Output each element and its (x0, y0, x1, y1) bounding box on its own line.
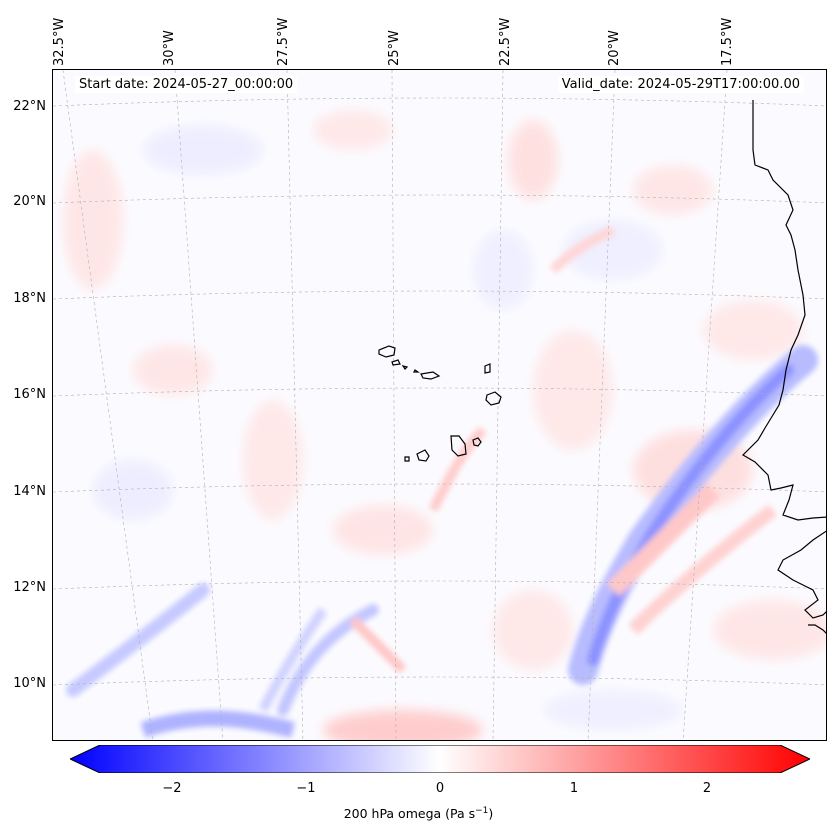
start-date-label: Start date: 2024-05-27_00:00:00 (75, 76, 298, 93)
lat-label: 16°N (13, 387, 46, 402)
colorbar-label: 200 hPa omega (Pa s−1) (0, 806, 837, 821)
lat-label: 12°N (13, 580, 46, 595)
lon-label: 25°W (387, 30, 402, 66)
ascent-band (66, 225, 818, 738)
lon-label: 30°W (162, 30, 177, 66)
omega-map: Start date: 2024-05-27_00:00:00 Valid_da… (52, 69, 827, 741)
lon-label: 17.5°W (720, 17, 735, 66)
colorbar-label-main: 200 hPa omega (Pa s (343, 806, 476, 822)
colorbar-tick: −1 (296, 781, 316, 796)
omega-field (63, 110, 826, 740)
lat-label: 18°N (13, 291, 46, 306)
valid-date-label: Valid_date: 2024-05-29T17:00:00.00 (557, 76, 804, 93)
lon-label: 22.5°W (498, 17, 513, 66)
lon-label: 32.5°W (52, 17, 67, 66)
coastline (742, 100, 826, 634)
colorbar-tick: 2 (702, 781, 712, 796)
map-canvas (53, 70, 826, 740)
graticule (53, 70, 826, 740)
lat-label: 20°N (13, 194, 46, 209)
colorbar-tick: −2 (162, 781, 182, 796)
longitude-labels: 32.5°W 30°W 27.5°W 25°W 22.5°W 20°W 17.5… (0, 0, 837, 70)
lon-label: 20°W (607, 30, 622, 66)
colorbar-tick: 0 (435, 781, 445, 796)
colorbar-label-exponent: −1 (475, 806, 489, 816)
colorbar-label-tail: ) (488, 806, 494, 822)
lat-label: 10°N (13, 676, 46, 691)
lon-label: 27.5°W (276, 17, 291, 66)
lat-label: 14°N (13, 484, 46, 499)
colorbar-tick: 1 (569, 781, 579, 796)
cape-verde-islands (378, 345, 502, 462)
lat-label: 22°N (13, 99, 46, 114)
colorbar (70, 745, 810, 773)
